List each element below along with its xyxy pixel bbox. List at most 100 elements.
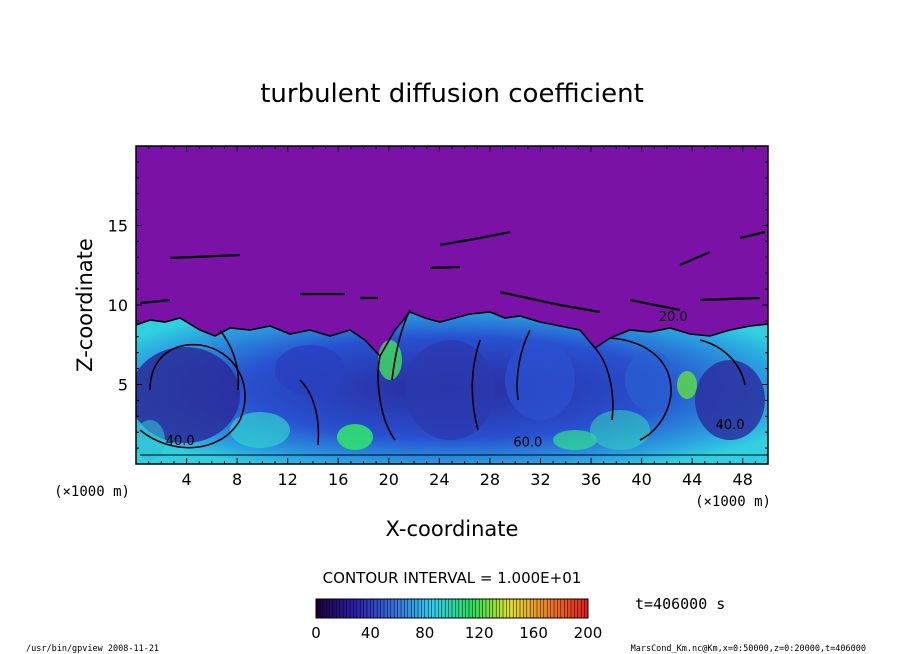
colorbar-cell (384, 599, 388, 618)
x-tick-label: 20 (379, 470, 399, 489)
colorbar-cell (537, 599, 541, 618)
time-label: t=406000 s (635, 595, 725, 613)
colorbar-cell (564, 599, 569, 618)
colorbar-cell (367, 599, 371, 618)
colorbar-cell (329, 599, 334, 618)
colorbar-cell (441, 599, 446, 618)
colorbar-cell (557, 599, 562, 618)
y-tick-label: 15 (108, 217, 128, 236)
colorbar-cell (543, 599, 548, 618)
colorbar-tick-label: 120 (465, 624, 494, 642)
colorbar-cell (438, 599, 443, 618)
x-tick-label: 44 (682, 470, 702, 489)
plot-area: 40.0 40.0 60.0 20.0 (136, 146, 768, 464)
colorbar-cell (431, 599, 436, 618)
colorbar-cell (496, 599, 501, 618)
cyan-patch-2 (136, 420, 165, 460)
colorbar-cell (560, 599, 565, 618)
chart-title: turbulent diffusion coefficient (260, 79, 644, 109)
colorbar-tick-label: 80 (415, 624, 434, 642)
colorbar-cell (319, 599, 324, 618)
y-axis-ticks: 5 10 15 (108, 161, 768, 449)
contour-label: 20.0 (659, 310, 688, 325)
colorbar-cell (401, 599, 405, 618)
colorbar-cell (390, 599, 395, 618)
colorbar-cell (333, 599, 337, 618)
colorbar-cell (363, 599, 368, 618)
y-tick-label: 5 (118, 376, 128, 395)
contour-label: 40.0 (716, 418, 745, 433)
colorbar-cell (550, 599, 555, 618)
vortex-2 (275, 345, 345, 395)
colorbar-cell (411, 599, 416, 618)
colorbar-cell (486, 599, 490, 618)
colorbar-cell (377, 599, 382, 618)
green-patch-4 (553, 430, 597, 450)
colorbar-cell (516, 599, 521, 618)
colorbar-cell (584, 599, 589, 618)
colorbar-cell (523, 599, 528, 618)
x-unit-left: (×1000 m) (54, 484, 130, 500)
colorbar-cell (513, 599, 518, 618)
colorbar-cell (322, 599, 327, 618)
colorbar-cell (482, 599, 487, 618)
colorbar-cell (421, 599, 426, 618)
colorbar-frame (315, 598, 589, 619)
colorbar-cell (414, 599, 419, 618)
colorbar-cell (533, 599, 538, 618)
colorbar-cell (462, 599, 467, 618)
footer-right: MarsCond_Km.nc@Km,x=0:50000,z=0:20000,t=… (631, 644, 866, 654)
y-axis-title: Z-coordinate (73, 238, 97, 372)
colorbar-cell (472, 599, 477, 618)
colorbar-cell (387, 599, 392, 618)
contour-label: 60.0 (513, 436, 542, 451)
colorbar-tick-label: 160 (519, 624, 548, 642)
colorbar-cell (503, 599, 507, 618)
colorbar-cell (571, 599, 575, 618)
colorbar-cell (373, 599, 378, 618)
vortex-5 (695, 360, 765, 440)
colorbar-cell (360, 599, 365, 618)
colorbar-cell (435, 599, 439, 618)
colorbar-cell (353, 599, 358, 618)
colorbar-cell (465, 599, 470, 618)
x-tick-label: 32 (530, 470, 550, 489)
colorbar-tick-label: 200 (574, 624, 603, 642)
colorbar-cell (397, 599, 402, 618)
colorbar-cell (554, 599, 558, 618)
colorbar-cell (418, 599, 422, 618)
colorbar-cell (407, 599, 412, 618)
colorbar-cell (469, 599, 473, 618)
colorbar-cell (509, 599, 514, 618)
green-patch-3 (677, 371, 697, 399)
colorbar-cell (343, 599, 348, 618)
colorbar-cell (489, 599, 494, 618)
colorbar-cell (574, 599, 579, 618)
colorbar-cell (394, 599, 399, 618)
colorbar-cell (499, 599, 504, 618)
colorbar-tick-label: 40 (361, 624, 380, 642)
green-patch-1 (337, 424, 373, 450)
colorbar-cell (455, 599, 460, 618)
colorbar-cell (380, 599, 385, 618)
contour-labels: 40.0 40.0 60.0 20.0 (166, 310, 745, 451)
colorbar-cell (458, 599, 463, 618)
x-tick-label: 40 (631, 470, 651, 489)
colorbar-cell (346, 599, 351, 618)
footer-left: /usr/bin/gpview 2008-11-21 (26, 644, 159, 654)
upper-filaments (139, 230, 766, 314)
colorbar (315, 599, 589, 618)
colorbar-cell (540, 599, 545, 618)
x-tick-label: 36 (581, 470, 601, 489)
vortex-4 (505, 340, 575, 420)
colorbar-cell (530, 599, 535, 618)
vortex-3 (405, 340, 495, 440)
colorbar-cell (452, 599, 456, 618)
colorbar-cell (547, 599, 552, 618)
x-tick-label: 28 (480, 470, 500, 489)
x-tick-label: 48 (733, 470, 753, 489)
colorbar-cell (520, 599, 524, 618)
colorbar-cell (506, 599, 511, 618)
x-tick-label: 24 (429, 470, 449, 489)
